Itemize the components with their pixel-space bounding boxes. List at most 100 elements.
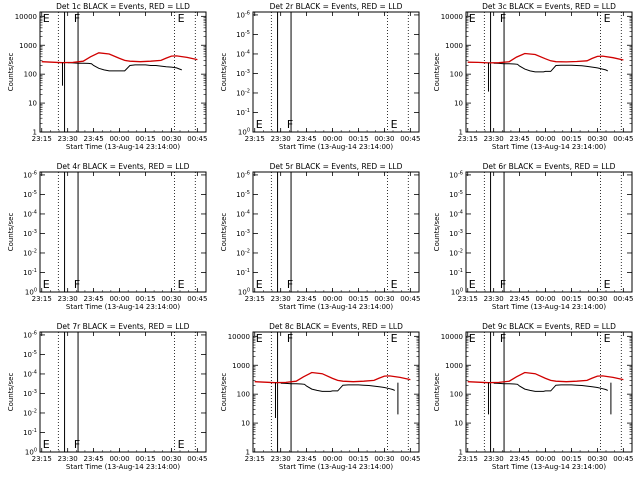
x-axis-label: Start Time (13-Aug-14 23:14:00) bbox=[279, 463, 393, 471]
x-axis-label: Start Time (13-Aug-14 23:14:00) bbox=[492, 463, 606, 471]
x-axis-label: Start Time (13-Aug-14 23:14:00) bbox=[492, 303, 606, 311]
y-axis-label: Counts/sec bbox=[433, 213, 441, 252]
x-tick-label: 00:15 bbox=[561, 455, 581, 463]
x-tick-label: 23:30 bbox=[271, 295, 291, 303]
y-tick-label: 100 bbox=[25, 448, 37, 457]
x-tick-label: 00:45 bbox=[613, 135, 633, 143]
y-tick-label: 10000 bbox=[441, 333, 463, 341]
panel-title: Det 2r BLACK = Events, RED = LLD bbox=[270, 2, 403, 11]
x-tick-label: 00:45 bbox=[187, 295, 207, 303]
plot-frame bbox=[39, 11, 207, 133]
x-tick-label: 00:00 bbox=[109, 135, 129, 143]
flag-marker: E bbox=[43, 438, 50, 451]
y-tick-label: 10 bbox=[454, 100, 463, 108]
x-tick-label: 00:15 bbox=[348, 135, 368, 143]
x-tick-label: 00:15 bbox=[135, 295, 155, 303]
y-tick-label: 100 bbox=[238, 288, 250, 297]
x-tick-label: 23:30 bbox=[58, 135, 78, 143]
x-tick-label: 23:45 bbox=[510, 295, 530, 303]
x-tick-label: 00:30 bbox=[161, 295, 181, 303]
panel-title: Det 4r BLACK = Events, RED = LLD bbox=[57, 162, 190, 171]
x-axis-label: Start Time (13-Aug-14 23:14:00) bbox=[492, 143, 606, 151]
y-tick-label: 10-5 bbox=[23, 190, 37, 199]
x-tick-label: 00:00 bbox=[535, 135, 555, 143]
panel-title: Det 3c BLACK = Events, RED = LLD bbox=[482, 2, 616, 11]
x-tick-label: 00:45 bbox=[613, 295, 633, 303]
detector-panel-5: Det 5r BLACK = Events, RED = LLD 100 10-1 1… bbox=[220, 162, 420, 311]
plot-frame bbox=[39, 171, 207, 293]
y-tick-label: 1 bbox=[459, 129, 463, 137]
flag-marker: F bbox=[287, 118, 293, 131]
y-axis-label: Counts/sec bbox=[7, 53, 15, 92]
detector-panel-9: Det 9c BLACK = Events, RED = LLD 1 10 100 10… bbox=[433, 322, 633, 471]
x-tick-label: 00:15 bbox=[561, 295, 581, 303]
x-tick-label: 23:15 bbox=[458, 135, 478, 143]
x-tick-label: 23:15 bbox=[245, 295, 265, 303]
events-series-line bbox=[493, 62, 609, 73]
y-tick-label: 100 bbox=[238, 128, 250, 137]
y-axis-label: Counts/sec bbox=[7, 373, 15, 412]
detector-panel-6: Det 6r BLACK = Events, RED = LLD 100 10-1 1… bbox=[433, 162, 633, 311]
y-tick-label: 10-3 bbox=[449, 229, 463, 238]
x-tick-label: 23:45 bbox=[84, 135, 104, 143]
y-axis-label: Counts/sec bbox=[433, 373, 441, 412]
y-tick-label: 100 bbox=[450, 71, 463, 79]
y-axis-label: Counts/sec bbox=[220, 213, 228, 252]
y-tick-label: 10-4 bbox=[236, 209, 250, 218]
x-tick-label: 23:15 bbox=[245, 455, 265, 463]
panel-title: Det 6r BLACK = Events, RED = LLD bbox=[483, 162, 616, 171]
events-series-line bbox=[67, 62, 182, 72]
flag-marker: E bbox=[178, 12, 185, 25]
y-tick-label: 10-2 bbox=[236, 248, 250, 257]
x-tick-label: 00:30 bbox=[587, 295, 607, 303]
x-tick-label: 23:30 bbox=[484, 455, 504, 463]
y-tick-label: 100 bbox=[25, 288, 37, 297]
y-axis-label: Counts/sec bbox=[220, 373, 228, 412]
x-tick-label: 23:15 bbox=[32, 295, 52, 303]
x-tick-label: 00:45 bbox=[400, 135, 420, 143]
x-tick-label: 23:30 bbox=[484, 135, 504, 143]
y-tick-label: 10-1 bbox=[236, 108, 250, 117]
y-tick-label: 1000 bbox=[445, 362, 463, 370]
flag-marker: F bbox=[74, 278, 80, 291]
detector-panel-7: Det 7r BLACK = Events, RED = LLD 100 10-1 1… bbox=[7, 322, 207, 471]
x-tick-label: 23:45 bbox=[84, 455, 104, 463]
y-tick-label: 1 bbox=[246, 449, 250, 457]
x-axis-label: Start Time (13-Aug-14 23:14:00) bbox=[66, 143, 180, 151]
x-tick-label: 23:45 bbox=[297, 455, 317, 463]
flag-marker: F bbox=[500, 278, 506, 291]
x-tick-label: 23:15 bbox=[245, 135, 265, 143]
plot-frame bbox=[465, 331, 633, 453]
lld-series-line bbox=[41, 52, 198, 64]
x-tick-label: 00:00 bbox=[535, 455, 555, 463]
flag-marker: F bbox=[287, 332, 293, 345]
y-tick-label: 10-1 bbox=[23, 428, 37, 437]
detector-panel-8: Det 8c BLACK = Events, RED = LLD 1 10 100 10… bbox=[220, 322, 420, 471]
flag-marker: E bbox=[391, 118, 398, 131]
y-tick-label: 100 bbox=[451, 288, 463, 297]
y-tick-label: 10000 bbox=[15, 13, 37, 21]
lld-series-line bbox=[254, 371, 411, 384]
panel-title: Det 7r BLACK = Events, RED = LLD bbox=[57, 322, 190, 331]
y-tick-label: 100 bbox=[237, 391, 250, 399]
y-tick-label: 10000 bbox=[228, 333, 250, 341]
y-tick-label: 100 bbox=[450, 391, 463, 399]
x-axis-label: Start Time (13-Aug-14 23:14:00) bbox=[279, 303, 393, 311]
x-tick-label: 23:15 bbox=[458, 295, 478, 303]
plot-frame bbox=[465, 171, 633, 293]
flag-marker: F bbox=[500, 12, 506, 25]
x-tick-label: 00:15 bbox=[135, 135, 155, 143]
x-tick-label: 00:30 bbox=[374, 135, 394, 143]
y-tick-label: 10-5 bbox=[23, 350, 37, 359]
flag-marker: E bbox=[469, 12, 476, 25]
flag-marker: F bbox=[74, 12, 80, 25]
y-tick-label: 10 bbox=[241, 420, 250, 428]
y-tick-label: 10-4 bbox=[449, 209, 463, 218]
plot-frame bbox=[39, 331, 207, 453]
x-tick-label: 23:45 bbox=[84, 295, 104, 303]
x-axis-label: Start Time (13-Aug-14 23:14:00) bbox=[66, 463, 180, 471]
y-tick-label: 10-6 bbox=[236, 10, 250, 19]
y-axis-label: Counts/sec bbox=[433, 53, 441, 92]
